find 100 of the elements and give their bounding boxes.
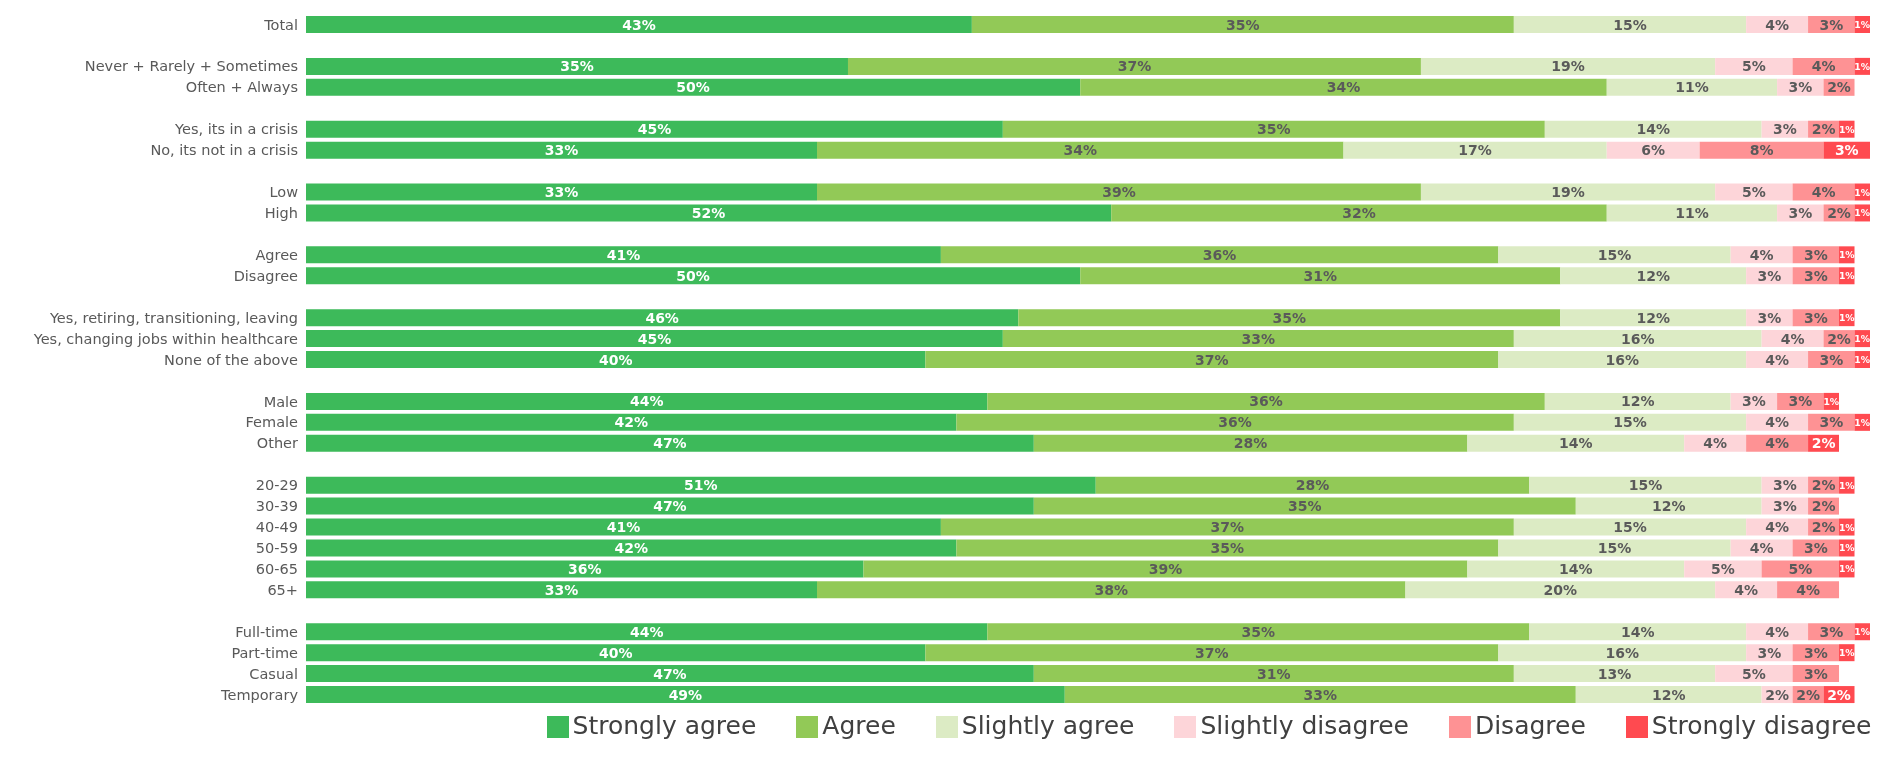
data-label: 35% (1226, 16, 1260, 33)
data-label: 43% (622, 16, 656, 33)
data-label: 33% (1241, 330, 1276, 347)
data-label: 42% (614, 414, 648, 431)
y-tick-label: Often + Always (185, 79, 298, 96)
data-label: 5% (1788, 560, 1813, 577)
data-label: 5% (1711, 560, 1735, 577)
y-tick-label: 65+ (267, 581, 298, 598)
data-label: 37% (1210, 519, 1245, 536)
bar (1498, 351, 1747, 369)
y-tick-label: 40-49 (255, 519, 298, 536)
legend-label: Strongly agree (572, 711, 757, 740)
bar (1498, 644, 1747, 662)
bar (971, 16, 1514, 33)
data-label: 3% (1772, 477, 1797, 494)
bar (817, 141, 1344, 159)
data-label: 11% (1675, 79, 1709, 96)
data-label: 3% (1788, 79, 1813, 96)
data-label: 1% (1854, 626, 1871, 638)
data-label: 34% (1063, 142, 1098, 159)
bar (1513, 330, 1762, 348)
data-label: 35% (560, 58, 594, 75)
data-label: 4% (1765, 414, 1789, 431)
data-label: 14% (1559, 435, 1593, 452)
data-label: 6% (1641, 142, 1666, 159)
data-label: 41% (606, 246, 641, 263)
bar (1560, 309, 1747, 327)
data-label: 14% (1620, 623, 1655, 640)
data-label: 45% (637, 121, 672, 138)
y-tick-label: Disagree (233, 267, 299, 284)
y-tick-label: Temporary (220, 686, 299, 703)
y-tick-label: Casual (249, 665, 298, 682)
data-label: 35% (1257, 121, 1291, 138)
data-label: 4% (1811, 58, 1836, 75)
data-label: 3% (1757, 267, 1782, 284)
data-label: 1% (1838, 479, 1855, 491)
bar (306, 581, 818, 599)
data-label: 2% (1811, 477, 1836, 494)
bar (987, 392, 1545, 410)
data-label: 33% (544, 184, 579, 201)
data-label: 33% (544, 581, 579, 598)
data-label: 40% (598, 351, 633, 368)
data-label: 14% (1636, 121, 1670, 138)
bar (1606, 141, 1700, 159)
data-label: 2% (1811, 121, 1836, 138)
data-label: 5% (1741, 58, 1766, 75)
y-tick-label: 50-59 (255, 540, 298, 557)
data-label: 12% (1651, 686, 1686, 703)
data-label: 39% (1148, 560, 1183, 577)
legend-label: Agree (822, 711, 896, 740)
legend-label: Slightly disagree (1200, 711, 1409, 740)
data-label: 37% (1195, 351, 1229, 368)
data-label: 36% (1202, 246, 1237, 263)
data-label: 15% (1628, 477, 1663, 494)
data-label: 1% (1838, 123, 1855, 135)
bar (1606, 78, 1778, 96)
data-label: 3% (1819, 16, 1844, 33)
bar (863, 560, 1468, 578)
data-label: 13% (1597, 665, 1632, 682)
data-label: 16% (1620, 330, 1655, 347)
bar (1002, 120, 1545, 138)
data-label: 3% (1819, 623, 1844, 640)
bar (1080, 78, 1607, 96)
data-label: 46% (645, 309, 679, 326)
data-label: 4% (1765, 623, 1789, 640)
data-label: 40% (598, 644, 633, 661)
y-tick-label: 30-39 (255, 498, 298, 515)
data-label: 2% (1811, 435, 1836, 452)
bar (1498, 246, 1731, 264)
data-label: 12% (1620, 393, 1655, 410)
bar (847, 57, 1421, 75)
bar (306, 434, 1034, 452)
data-label: 15% (1597, 246, 1632, 263)
bar (1575, 497, 1762, 515)
data-label: 37% (1117, 58, 1152, 75)
data-label: 3% (1803, 246, 1828, 263)
y-tick-label: Total (263, 16, 298, 33)
data-label: 1% (1854, 354, 1871, 366)
bar (1064, 686, 1576, 704)
bar (1467, 560, 1685, 578)
data-label: 1% (1854, 416, 1871, 428)
data-label: 15% (1613, 414, 1647, 431)
y-tick-label: High (264, 205, 298, 222)
data-label: 35% (1241, 623, 1276, 640)
data-label: 3% (1803, 644, 1828, 661)
data-label: 3% (1772, 498, 1797, 515)
data-label: 3% (1803, 665, 1828, 682)
bar (1544, 392, 1731, 410)
data-label: 5% (1741, 665, 1766, 682)
bar (306, 246, 941, 264)
legend-label: Strongly disagree (1651, 711, 1872, 740)
data-label: 42% (614, 539, 648, 556)
data-label: 15% (1597, 539, 1632, 556)
data-label: 2% (1811, 519, 1836, 536)
data-label: 4% (1765, 16, 1789, 33)
data-label: 37% (1195, 644, 1229, 661)
bar (1018, 309, 1561, 327)
data-label: 34% (1326, 79, 1361, 96)
bar (306, 497, 1034, 515)
bar (817, 183, 1421, 201)
